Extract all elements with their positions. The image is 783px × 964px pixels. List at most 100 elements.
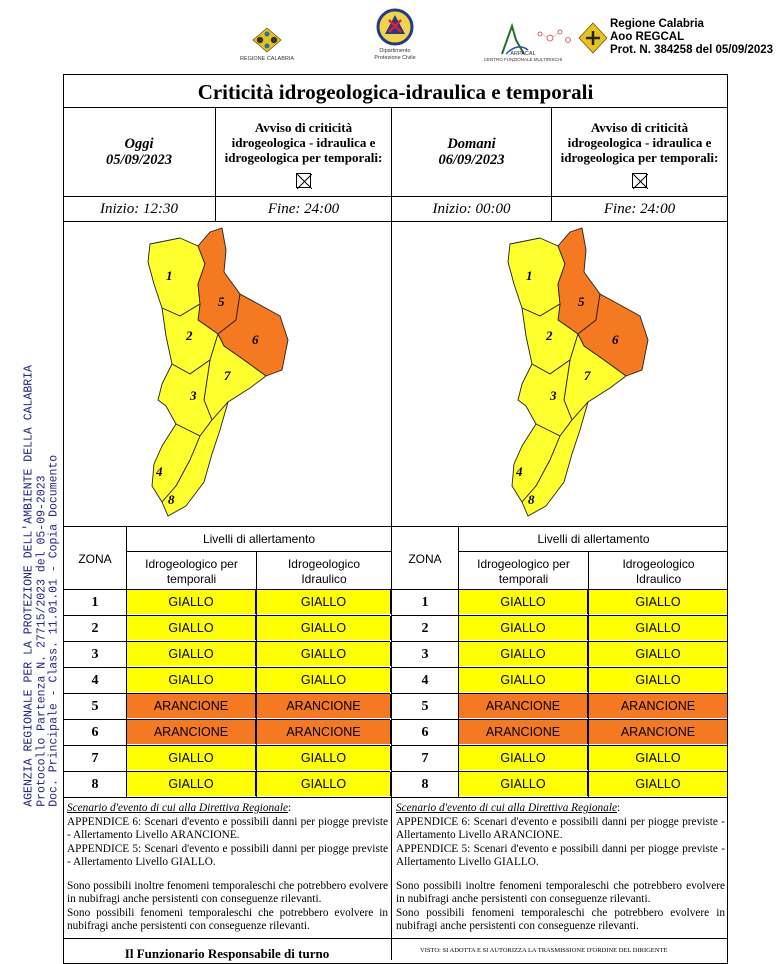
- protocol-stamp: Regione Calabria Aoo REGCAL Prot. N. 384…: [610, 18, 773, 57]
- regione-calabria-logo: [252, 27, 282, 53]
- alert-level-cell: ARANCIONE: [257, 720, 391, 744]
- zona-cell: 7: [421, 751, 429, 766]
- scenario-p4: Sono possibili fenomeni temporaleschi ch…: [396, 906, 725, 933]
- map-label-8: 8: [168, 492, 175, 507]
- zona-cell: 3: [91, 647, 99, 662]
- arpacal-caption-1: ARPACAL: [510, 51, 536, 57]
- map-label-1: 1: [526, 268, 533, 283]
- zona-cell: 4: [91, 673, 99, 688]
- alert-level-cell: GIALLO: [257, 642, 391, 666]
- protezione-civile-caption-2: Protezione Civile: [374, 54, 416, 61]
- alert-level-cell: ARANCIONE: [589, 694, 728, 718]
- map-zone-5: [557, 227, 601, 335]
- avviso-checkbox: [296, 173, 312, 189]
- alert-level-cell: GIALLO: [127, 668, 256, 692]
- col-idro-temporali-1: Idrogeologico per: [145, 557, 238, 571]
- zona-cell: 8: [91, 777, 99, 792]
- alert-level-cell: GIALLO: [459, 616, 588, 640]
- map-label-6: 6: [612, 332, 619, 347]
- zona-cell: 1: [421, 595, 429, 610]
- zona-cell: 2: [421, 621, 429, 636]
- alert-level-cell: ARANCIONE: [257, 694, 391, 718]
- fine-time: Fine: 24:00: [603, 201, 676, 217]
- map-label-6: 6: [252, 332, 259, 347]
- avviso-line-2: idrogeologica - idraulica e: [567, 135, 712, 150]
- map-zone-1: [147, 237, 206, 317]
- map-label-5: 5: [578, 294, 585, 309]
- zona-cell: 6: [91, 725, 99, 740]
- day-date: 05/09/2023: [105, 152, 173, 168]
- alert-level-cell: GIALLO: [257, 590, 391, 614]
- page-title: Criticità idrogeologica-idraulica e temp…: [197, 80, 594, 104]
- alert-level-cell: GIALLO: [127, 746, 256, 770]
- zona-cell: 2: [91, 621, 99, 636]
- avviso-line-3: idrogeologica per temporali:: [224, 150, 383, 165]
- alert-level-cell: GIALLO: [459, 642, 588, 666]
- zona-header: ZONA: [408, 552, 442, 566]
- zona-cell: 3: [421, 647, 429, 662]
- avviso-line-1: Avviso di criticità: [590, 120, 689, 135]
- scenario-tomorrow: Scenario d'evento di cui alla Direttiva …: [396, 802, 725, 933]
- zona-cell: 5: [91, 699, 99, 714]
- alert-level-cell: GIALLO: [127, 616, 256, 640]
- zona-cell: 8: [421, 777, 429, 792]
- visto-note: VISTO: SI ADOTTA E SI AUTORIZZA LA TRASM…: [420, 947, 720, 955]
- regione-calabria-caption: REGIONE CALABRIA: [239, 56, 295, 62]
- scenario-p3: Sono possibili inoltre fenomeni temporal…: [396, 879, 725, 906]
- map-label-4: 4: [155, 464, 163, 479]
- map-label-3: 3: [549, 388, 557, 403]
- protezione-civile-caption-1: Dipartimento: [379, 48, 411, 54]
- scenario-today: Scenario d'evento di cui alla Direttiva …: [67, 802, 388, 933]
- alert-level-cell: GIALLO: [127, 772, 256, 796]
- avviso-line-1: Avviso di criticità: [254, 120, 353, 135]
- alert-level-cell: GIALLO: [257, 746, 391, 770]
- alert-level-cell: ARANCIONE: [589, 720, 728, 744]
- alert-level-cell: GIALLO: [589, 642, 728, 666]
- scenario-heading: Scenario d'evento di cui alla Direttiva …: [67, 802, 288, 814]
- map-label-1: 1: [166, 268, 173, 283]
- alert-level-cell: GIALLO: [589, 668, 728, 692]
- protezione-civile-logo: [376, 8, 414, 46]
- alert-level-cell: GIALLO: [589, 616, 728, 640]
- scenario-p2: APPENDICE 5: Scenari d'evento e possibil…: [67, 842, 388, 869]
- scenario-p4: Sono possibili fenomeni temporaleschi ch…: [67, 906, 388, 933]
- zona-header: ZONA: [78, 552, 112, 566]
- inizio-time: Inizio: 00:00: [432, 201, 511, 217]
- livelli-header: Livelli di allertamento: [202, 532, 316, 546]
- avviso-line-2: idrogeologica - idraulica e: [231, 135, 376, 150]
- avviso-line-3: idrogeologica per temporali:: [560, 150, 719, 165]
- map-zone-3: [517, 359, 573, 437]
- protocol-line-3: Prot. N. 384258 del 05/09/2023: [610, 44, 774, 56]
- col-idro-idraulico-2: Idraulico: [635, 572, 682, 586]
- map-label-8: 8: [528, 492, 535, 507]
- day-label: Domani: [447, 136, 496, 152]
- scenario-p3: Sono possibili inoltre fenomeni temporal…: [67, 879, 388, 906]
- col-idro-idraulico-1: Idrogeologico: [622, 557, 695, 571]
- protocol-line-1: Regione Calabria: [610, 18, 704, 30]
- alert-level-cell: GIALLO: [459, 668, 588, 692]
- scenario-heading: Scenario d'evento di cui alla Direttiva …: [396, 802, 617, 814]
- calabria-map-tomorrow: 1 5 2 6 7 3 4 8: [507, 227, 649, 517]
- alert-level-cell: ARANCIONE: [127, 720, 256, 744]
- alert-level-cell: GIALLO: [459, 772, 588, 796]
- day-label: Oggi: [124, 136, 154, 152]
- map-label-4: 4: [515, 464, 523, 479]
- map-label-7: 7: [224, 368, 231, 383]
- map-label-2: 2: [545, 328, 553, 343]
- map-zone-8: [521, 401, 589, 517]
- alert-level-cell: GIALLO: [589, 772, 728, 796]
- scenario-p1: APPENDICE 6: Scenari d'evento e possibil…: [67, 815, 388, 842]
- map-zone-3: [157, 359, 213, 437]
- day-date: 06/09/2023: [438, 152, 505, 168]
- alert-level-cell: GIALLO: [589, 590, 728, 614]
- visto-line-1: VISTO: SI ADOTTA E SI AUTORIZZA LA TRASM…: [420, 947, 668, 954]
- zona-cell: 1: [91, 595, 99, 610]
- regione-seal-icon: [578, 22, 608, 54]
- alert-level-cell: GIALLO: [127, 590, 256, 614]
- col-idro-idraulico-2: Idraulico: [301, 572, 347, 586]
- alert-level-cell: GIALLO: [257, 772, 391, 796]
- fine-time: Fine: 24:00: [267, 201, 340, 217]
- arpacal-caption-2: CENTRO FUNZIONALE MULTIRISCHI: [483, 57, 563, 62]
- side-protocol-stamp: AGENZIA REGIONALE PER LA PROTEZIONE DELL…: [22, 307, 61, 807]
- col-idro-temporali-1: Idrogeologico per: [477, 557, 570, 571]
